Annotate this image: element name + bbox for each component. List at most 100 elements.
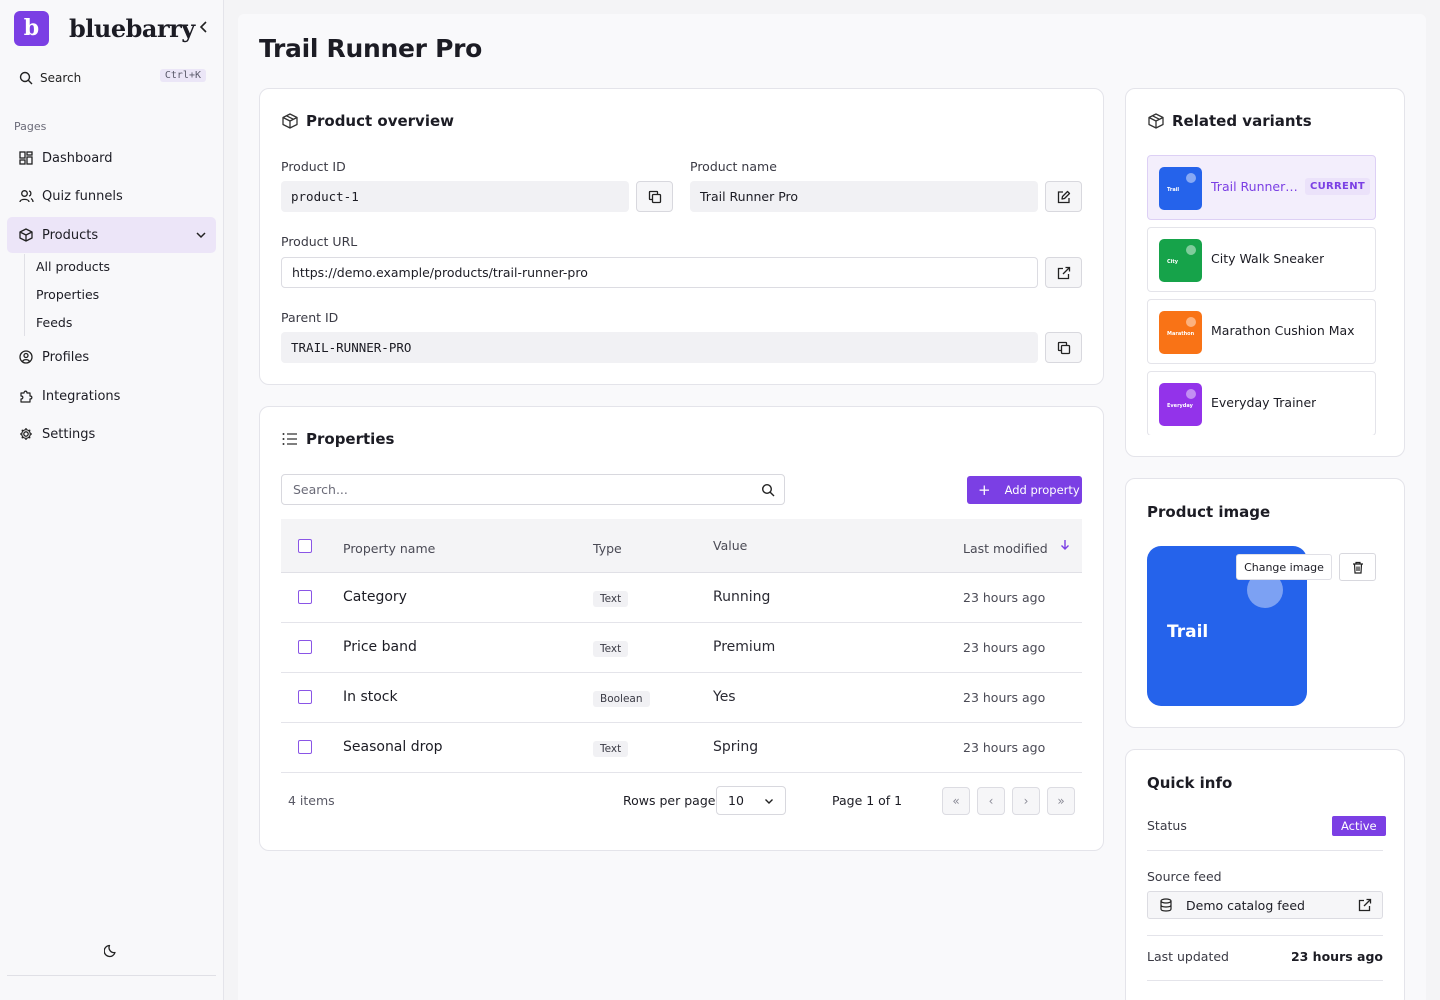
dark-mode-toggle-icon[interactable] [104, 942, 120, 958]
column-value[interactable]: Value [713, 538, 748, 553]
collapse-sidebar-button[interactable] [196, 18, 212, 36]
table-row[interactable]: In stock Boolean Yes 23 hours ago [281, 673, 1082, 723]
item-count: 4 items [288, 793, 335, 808]
property-modified: 23 hours ago [963, 590, 1046, 605]
row-checkbox[interactable] [298, 590, 312, 604]
chevron-right-icon: › [1023, 794, 1029, 808]
product-overview-title: Product overview [281, 112, 454, 130]
table-row[interactable]: Seasonal drop Text Spring 23 hours ago [281, 723, 1082, 773]
rows-per-page-value: 10 [728, 793, 744, 808]
user-circle-icon [18, 349, 34, 365]
chevron-left-icon: ‹ [988, 794, 994, 808]
property-modified: 23 hours ago [963, 740, 1046, 755]
next-page-button[interactable]: › [1012, 787, 1040, 815]
sidebar-subitem-properties[interactable]: Properties [36, 287, 100, 302]
sidebar-item-label: Dashboard [42, 150, 113, 166]
sidebar-item-dashboard[interactable]: Dashboard [7, 140, 216, 176]
add-property-label: Add property [1004, 483, 1080, 497]
last-page-button[interactable]: » [1047, 787, 1075, 815]
divider [1147, 980, 1383, 981]
copy-icon [648, 190, 661, 203]
sidebar-subitem-feeds[interactable]: Feeds [36, 315, 73, 330]
column-type[interactable]: Type [593, 541, 622, 556]
list-icon [282, 433, 297, 445]
first-page-button[interactable]: « [942, 787, 970, 815]
edit-product-name-button[interactable] [1045, 181, 1082, 212]
box-icon [1148, 113, 1164, 129]
box-icon [282, 113, 298, 129]
sidebar-item-label: Products [42, 227, 99, 243]
copy-parent-id-button[interactable] [1045, 332, 1082, 363]
previous-page-button[interactable]: ‹ [977, 787, 1005, 815]
property-value: Yes [713, 689, 736, 705]
open-product-url-button[interactable] [1045, 257, 1082, 288]
variant-thumbnail: Trail [1159, 167, 1202, 210]
row-checkbox[interactable] [298, 690, 312, 704]
trash-icon [1352, 561, 1363, 574]
last-updated-value: 23 hours ago [1290, 949, 1383, 964]
variant-name: City Walk Sneaker [1211, 251, 1325, 266]
divider [1147, 850, 1383, 851]
delete-image-button[interactable] [1339, 553, 1376, 581]
sidebar-search[interactable]: Search Ctrl+K [14, 66, 208, 90]
chevrons-left-icon: « [952, 794, 960, 808]
card-title-text: Product overview [306, 112, 455, 130]
row-checkbox[interactable] [298, 640, 312, 654]
external-link-icon [1057, 266, 1070, 279]
column-property-name[interactable]: Property name [343, 541, 436, 556]
search-label: Search [40, 71, 82, 85]
table-row[interactable]: Category Text Running 23 hours ago [281, 573, 1082, 623]
column-last-modified[interactable]: Last modified [963, 541, 1048, 556]
edit-icon [1057, 190, 1070, 203]
card-title-text: Related variants [1172, 112, 1312, 130]
status-label: Status [1147, 818, 1187, 833]
database-icon [1160, 898, 1172, 912]
copy-product-id-button[interactable] [636, 181, 673, 212]
rows-per-page-select[interactable]: 10 [716, 786, 786, 815]
variant-name: Everyday Trainer [1211, 395, 1317, 410]
sidebar-item-quiz-funnels[interactable]: Quiz funnels [7, 178, 216, 214]
sidebar-item-integrations[interactable]: Integrations [7, 378, 216, 414]
brand[interactable]: b bluebarry [14, 10, 195, 46]
source-feed-link[interactable]: Demo catalog feed [1147, 891, 1383, 919]
parent-id-field[interactable]: TRAIL-RUNNER-PRO [281, 332, 1038, 363]
variants-list: Trail Trail Runner Pro CURRENT City City… [1147, 155, 1377, 435]
variant-item[interactable]: Everyday Everyday Trainer [1147, 371, 1376, 435]
add-property-button[interactable]: + Add property [967, 476, 1082, 504]
change-image-button[interactable]: Change image [1236, 554, 1332, 580]
sidebar-item-profiles[interactable]: Profiles [7, 339, 216, 375]
pages-section-label: Pages [14, 120, 47, 133]
product-name-field[interactable]: Trail Runner Pro [690, 181, 1038, 212]
product-id-field[interactable]: product-1 [281, 181, 629, 212]
chevron-down-icon [765, 799, 773, 804]
search-icon [761, 483, 775, 497]
property-name: Category [343, 589, 407, 605]
properties-card [259, 406, 1104, 851]
search-shortcut: Ctrl+K [159, 69, 206, 82]
product-url-field[interactable]: https://demo.example/products/trail-runn… [281, 257, 1038, 288]
variant-thumbnail: Everyday [1159, 383, 1202, 426]
sidebar-item-products[interactable]: Products [7, 217, 216, 253]
variant-item[interactable]: Marathon Marathon Cushion Max [1147, 299, 1376, 364]
product-name-label: Product name [690, 159, 777, 174]
parent-id-label: Parent ID [281, 310, 339, 325]
select-all-checkbox[interactable] [298, 539, 312, 553]
property-name: Price band [343, 639, 417, 655]
property-type-badge: Text [593, 591, 629, 607]
variant-item[interactable]: City City Walk Sneaker [1147, 227, 1376, 292]
sidebar-item-label: Settings [42, 426, 96, 442]
sort-descending-icon[interactable] [1060, 539, 1070, 551]
chevron-down-icon [196, 232, 206, 239]
property-modified: 23 hours ago [963, 640, 1046, 655]
properties-search-input[interactable]: Search... [281, 474, 785, 505]
variant-item-current[interactable]: Trail Trail Runner Pro CURRENT [1147, 155, 1376, 220]
search-placeholder: Search... [293, 482, 348, 497]
brand-name: bluebarry [69, 13, 195, 43]
property-modified: 23 hours ago [963, 690, 1046, 705]
row-checkbox[interactable] [298, 740, 312, 754]
gear-icon [18, 426, 34, 442]
sidebar-subitem-all-products[interactable]: All products [36, 259, 111, 274]
sidebar-item-settings[interactable]: Settings [7, 416, 216, 452]
table-row[interactable]: Price band Text Premium 23 hours ago [281, 623, 1082, 673]
dashboard-icon [18, 150, 34, 166]
